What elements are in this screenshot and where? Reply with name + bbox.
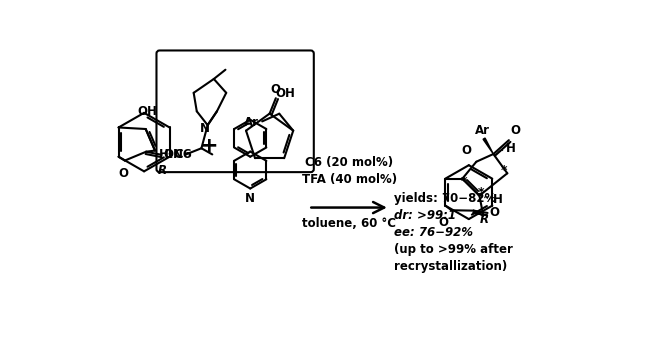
Text: O: O <box>462 144 472 157</box>
Polygon shape <box>483 138 493 154</box>
Text: OH: OH <box>276 87 296 100</box>
Text: (up to >99% after
recrystallization): (up to >99% after recrystallization) <box>393 243 512 273</box>
Text: H₂N: H₂N <box>159 148 185 161</box>
Text: +: + <box>200 136 219 156</box>
Text: dr: >99:1: dr: >99:1 <box>393 209 456 222</box>
Text: ee: 76−92%: ee: 76−92% <box>393 226 472 239</box>
Text: C6 (20 mol%)
TFA (40 mol%): C6 (20 mol%) TFA (40 mol%) <box>302 156 397 186</box>
Text: H: H <box>506 142 516 155</box>
Text: N: N <box>199 122 209 135</box>
Text: H: H <box>492 193 502 206</box>
Text: *: * <box>501 164 508 177</box>
Text: *: * <box>478 186 484 199</box>
Text: O: O <box>438 216 448 229</box>
Text: O: O <box>271 83 281 96</box>
Text: yields: 70−82%: yields: 70−82% <box>393 192 496 205</box>
Text: O: O <box>489 206 499 219</box>
Text: O: O <box>118 167 128 180</box>
Text: N: N <box>246 191 256 205</box>
Text: O: O <box>163 148 173 161</box>
Text: Ar: Ar <box>244 117 259 130</box>
Text: Ar: Ar <box>475 124 490 137</box>
Text: OH: OH <box>137 105 157 118</box>
Text: R: R <box>157 164 167 177</box>
Text: *: * <box>461 175 467 188</box>
Text: C6: C6 <box>173 148 193 161</box>
Text: O: O <box>510 124 520 137</box>
Text: toluene, 60 °C: toluene, 60 °C <box>302 217 396 230</box>
FancyBboxPatch shape <box>157 50 314 172</box>
Text: R: R <box>480 214 489 226</box>
